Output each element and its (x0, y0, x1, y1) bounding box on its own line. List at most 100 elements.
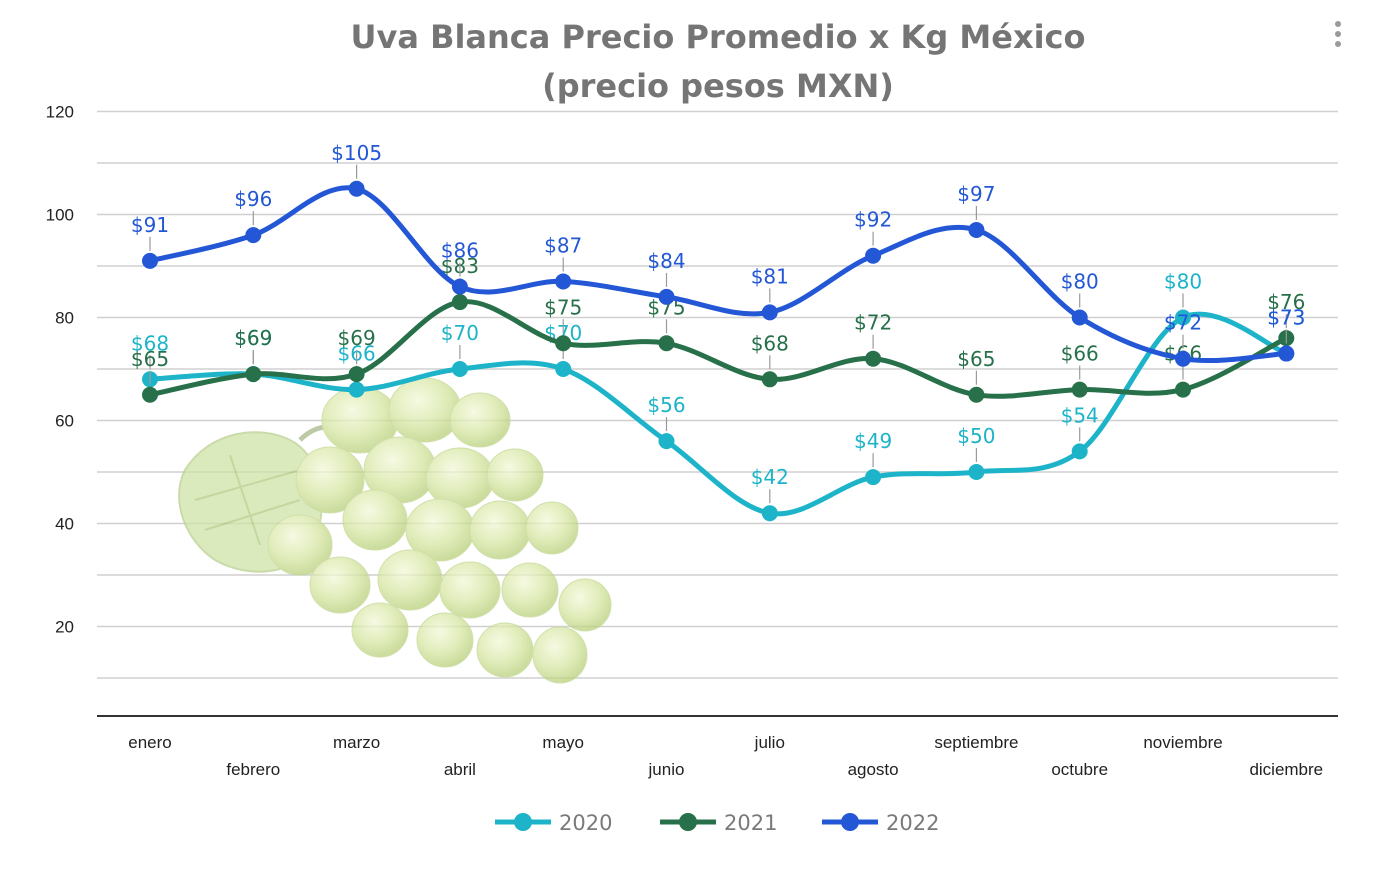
data-point[interactable] (968, 386, 985, 403)
data-label: $76 (1267, 290, 1305, 314)
data-label: $72 (854, 311, 892, 335)
legend: 2020 2021 2022 (495, 811, 939, 835)
data-label: $87 (544, 233, 582, 257)
y-tick-label: 80 (55, 309, 74, 328)
x-tick-label: agosto (848, 760, 899, 779)
data-point[interactable] (761, 304, 778, 321)
data-label: $65 (131, 347, 169, 371)
data-label: $50 (957, 424, 995, 448)
data-point[interactable] (451, 278, 468, 295)
data-point[interactable] (658, 433, 675, 450)
data-label: $69 (234, 326, 272, 350)
x-tick-label: febrero (226, 760, 280, 779)
data-point[interactable] (451, 294, 468, 311)
data-point[interactable] (968, 221, 985, 238)
data-point[interactable] (142, 386, 158, 403)
data-label: $70 (441, 321, 479, 345)
data-point[interactable] (348, 366, 365, 383)
series-2021: $65$69$69$83$75$75$68$72$65$66$66$76 (131, 254, 1305, 403)
data-label: $80 (1164, 270, 1202, 294)
data-point[interactable] (555, 335, 572, 352)
data-label: $69 (234, 326, 272, 350)
data-point[interactable] (555, 361, 572, 377)
data-label: $84 (647, 249, 685, 273)
data-point[interactable] (451, 361, 468, 377)
grape-bunch-illustration (178, 377, 612, 684)
x-tick-label: enero (128, 733, 171, 752)
data-point[interactable] (761, 505, 778, 522)
data-label: $56 (647, 393, 685, 417)
x-tick-label: julio (754, 733, 785, 752)
data-point[interactable] (142, 252, 158, 269)
data-point[interactable] (245, 227, 262, 244)
x-tick-label: mayo (542, 733, 584, 752)
y-tick-label: 120 (46, 103, 74, 122)
legend-label: 2022 (886, 811, 939, 835)
series-2022: $91 $96 $105 $86 $87 $84 $81 $92 $97 $80 $72 $73 (131, 141, 1305, 367)
data-label: $65 (957, 347, 995, 371)
data-label: $92 (854, 208, 892, 232)
data-point[interactable] (968, 464, 985, 480)
series-line (147, 185, 1289, 364)
x-axis-ticks: enero febrero marzo abril mayo junio julio agos… (128, 733, 1323, 779)
more-vertical-icon[interactable] (1335, 21, 1341, 47)
legend-label: 2021 (724, 811, 777, 835)
data-point[interactable] (555, 273, 572, 290)
legend-item-2022[interactable]: 2022 (822, 811, 939, 835)
data-point[interactable] (658, 335, 675, 352)
data-label: $97 (957, 182, 995, 206)
legend-item-2020[interactable]: 2020 (495, 811, 612, 835)
x-tick-label: marzo (333, 733, 380, 752)
data-label: $49 (854, 429, 892, 453)
data-label: $72 (1164, 311, 1202, 335)
chart-subtitle-text: (precio pesos MXN) (542, 67, 894, 105)
x-tick-label: junio (648, 760, 685, 779)
x-tick-label: octubre (1051, 760, 1108, 779)
legend-label: 2020 (559, 811, 612, 835)
x-tick-label: noviembre (1143, 733, 1222, 752)
data-label: $42 (751, 465, 789, 489)
y-tick-label: 60 (55, 412, 74, 431)
series-line (147, 299, 1289, 399)
data-label: $81 (751, 264, 789, 288)
x-tick-label: septiembre (934, 733, 1018, 752)
legend-item-2021[interactable]: 2021 (660, 811, 777, 835)
data-point[interactable] (865, 247, 882, 264)
y-tick-label: 40 (55, 515, 74, 534)
data-point[interactable] (348, 180, 365, 197)
data-label: $105 (331, 141, 382, 165)
data-point[interactable] (865, 350, 882, 367)
y-tick-label: 20 (55, 618, 74, 637)
data-point[interactable] (1175, 381, 1191, 398)
legend-swatch-marker (514, 813, 532, 831)
data-label: $86 (441, 239, 479, 263)
y-tick-label: 100 (46, 206, 74, 225)
data-label: $96 (234, 187, 272, 211)
data-label: $68 (131, 331, 169, 355)
data-label: $73 (1267, 306, 1305, 330)
data-label: $68 (751, 331, 789, 355)
chart-title: Uva Blanca Precio Promedio x Kg México (… (350, 18, 1085, 105)
legend-swatch-marker (679, 813, 697, 831)
data-point[interactable] (1175, 350, 1191, 367)
data-point[interactable] (761, 371, 778, 388)
data-point[interactable] (1071, 443, 1088, 460)
data-point[interactable] (245, 366, 262, 383)
data-point[interactable] (865, 469, 882, 486)
data-label: $66 (1061, 342, 1099, 366)
data-point[interactable] (1175, 309, 1191, 326)
data-label: $91 (131, 213, 169, 237)
x-tick-label: diciembre (1249, 760, 1323, 779)
y-axis-ticks: 120 100 80 60 40 20 (46, 103, 74, 637)
data-point[interactable] (348, 381, 365, 398)
data-point[interactable] (658, 288, 675, 305)
data-label: $75 (544, 295, 582, 319)
data-point[interactable] (1278, 345, 1295, 362)
x-tick-label: abril (444, 760, 476, 779)
chart-title-text: Uva Blanca Precio Promedio x Kg México (350, 18, 1085, 56)
legend-swatch-marker (841, 813, 859, 831)
data-label: $54 (1061, 403, 1099, 427)
data-point[interactable] (1071, 381, 1088, 398)
data-point[interactable] (1071, 309, 1088, 326)
